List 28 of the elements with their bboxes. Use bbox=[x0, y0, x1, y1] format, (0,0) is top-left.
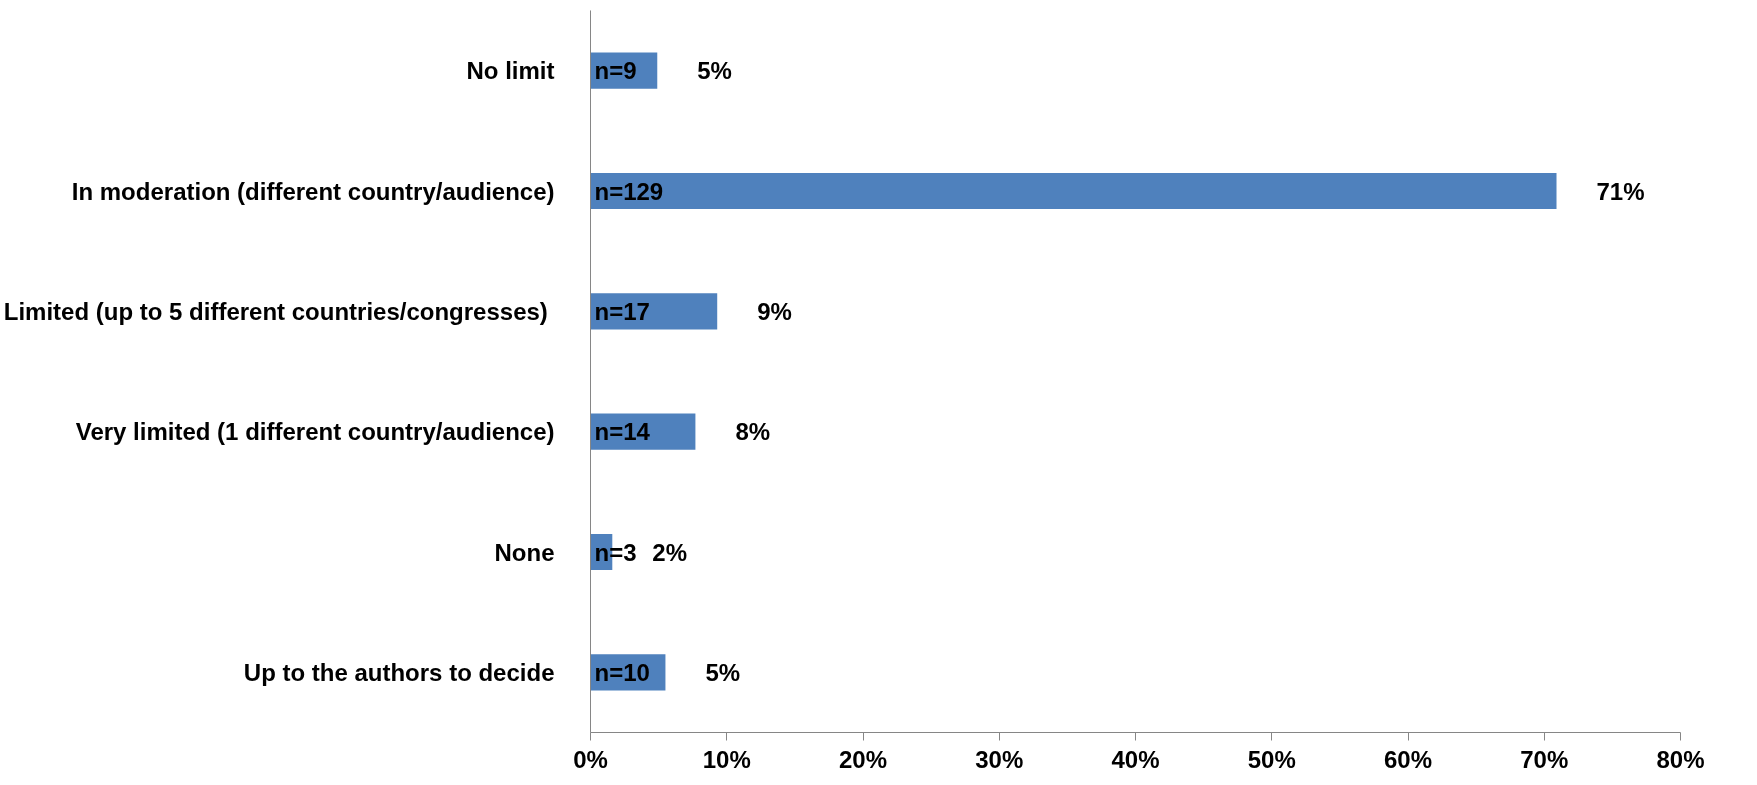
data-label: 71% bbox=[1596, 177, 1645, 205]
y-tick-label: None bbox=[494, 538, 555, 566]
x-tick-label: 60% bbox=[1383, 745, 1433, 773]
annotation: n=17 bbox=[594, 297, 650, 325]
y-tick-label: In moderation (different country/audience) bbox=[71, 177, 555, 205]
annotation: n=9 bbox=[594, 57, 637, 85]
annotation: n=129 bbox=[594, 177, 664, 205]
y-tick-label: Very limited (1 different country/audience) bbox=[75, 418, 555, 446]
x-tick-label: 0% bbox=[573, 745, 608, 773]
data-label: 5% bbox=[697, 57, 732, 85]
y-tick-label: Up to the authors to decide bbox=[243, 658, 555, 686]
x-tick-label: 30% bbox=[975, 745, 1024, 773]
data-label: 2% bbox=[652, 538, 687, 566]
x-tick-label: 80% bbox=[1656, 745, 1705, 773]
y-tick-label: No limit bbox=[466, 57, 555, 85]
x-tick-label: 10% bbox=[702, 745, 751, 773]
data-label: 5% bbox=[705, 658, 741, 686]
x-tick-label: 20% bbox=[838, 745, 888, 773]
data-label: 8% bbox=[735, 418, 771, 446]
x-tick-label: 70% bbox=[1520, 745, 1569, 773]
x-tick-label: 50% bbox=[1247, 745, 1296, 773]
data-label: 9% bbox=[757, 297, 792, 325]
y-tick-label: Limited (up to 5 different countries/congresses) bbox=[3, 297, 548, 325]
bar bbox=[590, 172, 1557, 210]
x-tick-label: 40% bbox=[1111, 745, 1160, 773]
annotation: n=14 bbox=[594, 418, 651, 446]
bar bbox=[590, 293, 718, 330]
annotation: n=10 bbox=[594, 658, 650, 686]
